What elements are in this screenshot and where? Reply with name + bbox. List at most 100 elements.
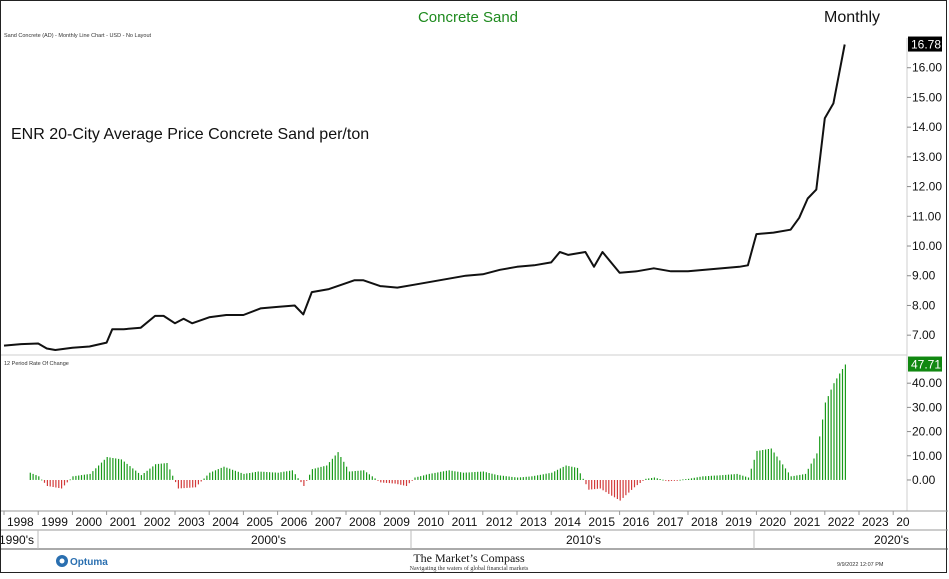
roc-bar — [166, 463, 168, 480]
x-year-label: 2017 — [657, 515, 684, 529]
roc-bar — [283, 471, 285, 480]
roc-bar — [511, 476, 513, 480]
roc-bar — [799, 474, 801, 480]
roc-bar — [784, 468, 787, 480]
roc-bar — [841, 369, 844, 480]
roc-bar — [246, 473, 248, 480]
roc-bar — [334, 455, 336, 480]
roc-bar — [363, 470, 365, 480]
roc-bar — [155, 464, 157, 480]
x-axis-years: 1998 1999 2000 2001 2002 2003 2004 2005 2006 2007… — [3, 511, 910, 529]
roc-bar — [722, 475, 724, 480]
roc-bar — [736, 473, 738, 480]
roc-bar — [109, 457, 111, 480]
roc-bar — [568, 466, 570, 480]
roc-bar — [802, 474, 804, 480]
roc-bar — [574, 467, 576, 480]
roc-bar — [63, 480, 66, 486]
roc-bar — [61, 480, 63, 489]
roc-bar — [46, 480, 48, 486]
roc-bar — [750, 468, 752, 480]
roc-bar — [648, 478, 650, 480]
roc-bar — [240, 472, 242, 480]
roc-bar — [425, 474, 427, 480]
roc-bar — [217, 469, 219, 480]
roc-bar — [727, 474, 730, 480]
roc-bar — [494, 474, 496, 480]
roc-bar — [289, 470, 291, 480]
chart-description: ENR 20-City Average Price Concrete Sand … — [11, 126, 369, 143]
roc-bar — [172, 475, 174, 480]
x-year-label: 2021 — [794, 515, 821, 529]
roc-bar — [670, 480, 673, 481]
roc-bar — [132, 468, 134, 480]
roc-bar — [477, 471, 479, 480]
roc-bar — [770, 448, 772, 480]
x-year-label: 1998 — [7, 515, 34, 529]
roc-bar — [710, 475, 712, 480]
roc-bar — [767, 449, 769, 480]
roc-bar — [759, 450, 761, 480]
roc-bar — [331, 458, 333, 480]
roc-bar — [696, 477, 698, 480]
roc-bar — [844, 364, 846, 480]
roc-bar — [793, 475, 795, 480]
roc-y-axis: 0.00 10.00 20.00 30.00 40.00 — [907, 376, 942, 487]
roc-bar — [232, 469, 234, 480]
roc-bar — [528, 476, 530, 480]
roc-bar — [668, 480, 670, 482]
x-year-label: 2010 — [417, 515, 444, 529]
roc-y-tick-label: 40.00 — [912, 376, 942, 390]
roc-bar — [397, 480, 399, 485]
roc-bar — [807, 468, 809, 480]
roc-bar — [340, 457, 342, 480]
price-y-tick-label: 13.00 — [912, 150, 942, 164]
x-year-label: 2001 — [110, 515, 137, 529]
roc-y-tick-label: 0.00 — [912, 473, 936, 487]
x-year-label: 2020 — [759, 515, 786, 529]
roc-bar — [779, 460, 781, 480]
roc-bar — [554, 471, 556, 480]
brand-tagline: Navigating the waters of global financia… — [410, 565, 529, 572]
roc-bar — [474, 472, 476, 480]
roc-panel-caption: 12 Period Rate Of Change — [4, 361, 69, 367]
roc-bar — [106, 457, 108, 480]
roc-bar — [423, 475, 425, 480]
roc-bar — [169, 469, 171, 480]
roc-bar — [514, 477, 516, 480]
roc-bar — [58, 480, 60, 488]
roc-bar — [628, 480, 630, 493]
roc-bar — [337, 452, 339, 480]
roc-bar — [565, 465, 567, 480]
roc-bar — [488, 473, 490, 480]
roc-bar — [388, 480, 390, 484]
roc-bar — [787, 472, 789, 480]
roc-bar — [291, 470, 293, 480]
roc-bar — [152, 466, 154, 480]
x-year-label: 2003 — [178, 515, 205, 529]
roc-bar — [49, 480, 51, 487]
roc-bar — [645, 478, 647, 480]
roc-bar — [234, 470, 236, 480]
roc-bar — [212, 471, 214, 480]
roc-bar — [440, 471, 442, 480]
chart-title: Concrete Sand — [418, 9, 518, 26]
roc-bars — [29, 364, 846, 501]
roc-bar — [725, 474, 727, 480]
roc-bar — [622, 480, 624, 498]
x-year-label: 20 — [896, 515, 910, 529]
roc-bar — [274, 472, 276, 480]
roc-bar — [140, 475, 142, 480]
roc-bar — [226, 467, 228, 480]
x-year-label: 2023 — [862, 515, 889, 529]
roc-bar — [482, 471, 484, 480]
roc-bar — [80, 475, 83, 480]
roc-bar — [297, 478, 299, 480]
roc-bar — [197, 480, 199, 485]
x-year-label: 2014 — [554, 515, 581, 529]
roc-bar — [100, 462, 103, 480]
roc-bar — [366, 472, 368, 480]
roc-bar — [616, 480, 618, 499]
roc-bar — [95, 468, 97, 480]
roc-bar — [576, 467, 579, 480]
